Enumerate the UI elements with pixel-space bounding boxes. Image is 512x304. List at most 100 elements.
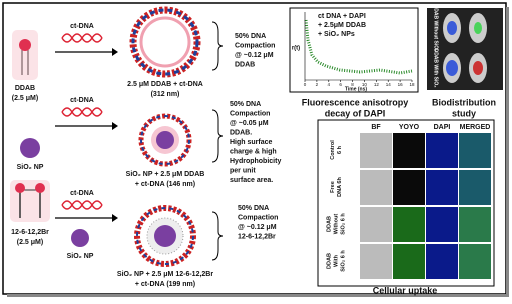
row-label: Without	[333, 214, 339, 235]
row-label: DDAB	[326, 216, 332, 232]
mouse-images	[427, 8, 503, 90]
arrow-label: ct-DNA	[70, 97, 94, 104]
row-label: Free	[330, 181, 336, 193]
column-header: MERGED	[460, 124, 491, 131]
result-text: per unit	[230, 167, 256, 174]
row-label: Control	[330, 140, 336, 160]
particle-label: SiO₂ NP	[67, 253, 94, 260]
micrograph	[393, 207, 425, 242]
arrowhead	[112, 214, 118, 222]
lipid-conc: (2.5 μM)	[17, 239, 43, 246]
result-text: Compaction	[230, 110, 270, 117]
result-text: surface area.	[230, 177, 273, 184]
result-text: DDAB	[235, 61, 255, 68]
micrograph	[393, 133, 425, 168]
arrowhead	[112, 122, 118, 130]
micrograph	[393, 170, 425, 205]
lipid-icon	[12, 30, 38, 80]
x-axis-label: Time (ns)	[345, 86, 367, 92]
lipid-conc: (2.5 μM)	[12, 95, 38, 102]
arrow-label: ct-DNA	[70, 23, 94, 30]
x-tick-label: 10	[362, 82, 368, 87]
chart-caption: decay of DAPI	[325, 108, 386, 118]
result-text: DDAB.	[230, 129, 252, 136]
result-text: High surface	[230, 139, 273, 146]
dna-complex	[129, 6, 201, 78]
x-tick-label: 16	[398, 82, 404, 87]
row-label: With	[333, 254, 339, 267]
dna-icon	[61, 107, 103, 117]
brace	[211, 109, 224, 163]
row-label: DNA 6h	[337, 177, 343, 197]
row-label: SiO₂ 6 h	[340, 250, 346, 272]
result-text: @ ~0.05 μM	[230, 120, 269, 127]
complex-caption: SiO₂ NP + 2.5 μM DDAB	[126, 171, 205, 178]
row-label: 6 h	[337, 145, 343, 154]
column-header: BF	[371, 124, 381, 131]
lipid-label: 12-6-12,2Br	[11, 229, 49, 236]
bio-label: DDAB With SiO₂	[433, 49, 439, 88]
uptake-caption: Cellular uptake	[373, 285, 438, 295]
column-header: YOYO	[399, 124, 420, 131]
result-text: 50% DNA	[230, 101, 261, 108]
bio-caption: study	[452, 108, 476, 118]
x-tick-label: 2	[316, 82, 319, 87]
shadow	[506, 7, 509, 297]
micrograph	[459, 133, 491, 168]
arrow-label: ct-DNA	[70, 190, 94, 197]
result-text: Compaction	[235, 42, 275, 49]
brace	[211, 21, 224, 71]
x-tick-label: 8	[351, 82, 354, 87]
x-tick-label: 14	[386, 82, 392, 87]
shadow	[7, 294, 509, 297]
x-tick-label: 12	[374, 82, 380, 87]
micrograph	[459, 207, 491, 242]
chart-frame	[289, 7, 419, 93]
bio-caption: Biodistribution	[432, 97, 496, 107]
complex-caption: (312 nm)	[151, 91, 180, 98]
x-tick-label: 0	[304, 82, 307, 87]
sio2-particle	[20, 138, 40, 158]
particle-label: SiO₂ NP	[17, 164, 44, 171]
gemini-lipid-icon	[10, 180, 50, 222]
row-label: DDAB	[326, 253, 332, 269]
dna-icon	[61, 33, 103, 43]
complex-caption: + ct-DNA (199 nm)	[135, 281, 195, 288]
micrograph	[393, 244, 425, 279]
complex-caption: 2.5 μM DDAB + ct-DNA	[127, 81, 203, 88]
decay-trace	[304, 19, 413, 75]
micrograph	[426, 207, 458, 242]
dna-complex	[138, 113, 192, 167]
result-text: @ ~0.12 μM	[238, 224, 277, 231]
x-tick-label: 18	[409, 82, 415, 87]
result-text: Compaction	[238, 214, 278, 221]
x-tick-label: 4	[328, 82, 331, 87]
lipid-label: DDAB	[15, 85, 35, 92]
column-header: DAPI	[434, 124, 451, 131]
micrograph	[360, 207, 392, 242]
dna-icon	[61, 200, 103, 210]
micrograph	[426, 133, 458, 168]
sio2-particle	[71, 229, 89, 247]
result-text: charge & high	[230, 148, 277, 155]
y-axis-label: r(t)	[292, 46, 300, 52]
micrograph	[459, 244, 491, 279]
micrograph	[360, 133, 392, 168]
result-text: 12-6-12,2Br	[238, 233, 276, 240]
legend-entry: ct DNA + DAPI	[318, 13, 366, 20]
result-text: 50% DNA	[235, 33, 266, 40]
micrograph	[426, 170, 458, 205]
chart-caption: Fluorescence anisotropy	[302, 97, 409, 107]
bio-label: DDAB Without SiO₂	[433, 5, 439, 52]
complex-caption: + ct-DNA (146 nm)	[135, 181, 195, 188]
result-text: 50% DNA	[238, 205, 269, 212]
x-tick-label: 6	[339, 82, 342, 87]
legend-entry: + SiO₂ NPs	[318, 31, 355, 38]
brace	[211, 211, 224, 261]
complex-caption: SiO₂ NP + 2.5 μM 12-6-12,2Br	[117, 271, 213, 278]
micrograph	[426, 244, 458, 279]
dna-complex	[134, 205, 196, 267]
row-label: SiO₂ 6 h	[340, 213, 346, 235]
micrograph	[360, 244, 392, 279]
